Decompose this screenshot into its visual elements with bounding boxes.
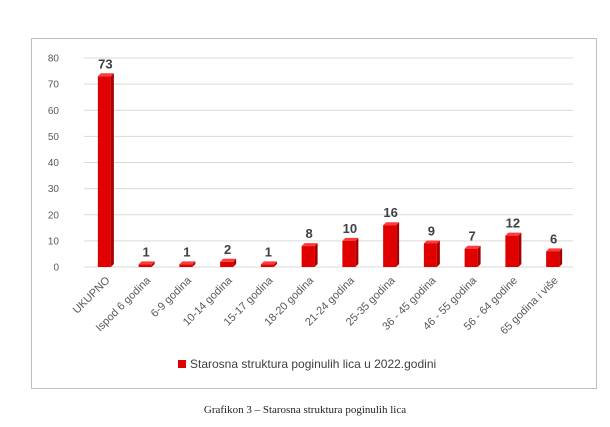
bar-top	[260, 261, 277, 265]
bar	[505, 235, 519, 267]
bar-side	[192, 261, 196, 267]
y-tick-label: 70	[48, 80, 60, 91]
bar	[301, 246, 315, 267]
data-label: 1	[183, 244, 190, 259]
legend-label: Starosna struktura poginulih lica u 2022…	[190, 357, 436, 371]
x-tick-label: UKUPNO	[71, 274, 113, 316]
data-label: 1	[143, 244, 150, 259]
bar	[220, 261, 234, 267]
data-label: 1	[265, 244, 272, 259]
bar-side	[518, 232, 522, 267]
bar-top	[138, 261, 155, 265]
data-label: 12	[506, 216, 520, 231]
bar-top	[464, 245, 481, 249]
data-label: 6	[550, 231, 557, 246]
bar	[464, 248, 478, 267]
bar-top	[505, 232, 522, 236]
y-tick-label: 10	[48, 236, 60, 247]
bar	[138, 264, 152, 267]
data-label: 7	[469, 229, 476, 244]
data-label: 73	[98, 56, 112, 71]
bar-side	[355, 237, 359, 267]
data-label: 10	[343, 221, 357, 236]
data-label: 16	[383, 205, 397, 220]
bar-top	[301, 243, 318, 247]
data-label: 2	[224, 242, 231, 257]
bar-side	[273, 261, 277, 267]
bar-side	[396, 222, 400, 267]
bar	[342, 240, 356, 267]
bar-side	[233, 258, 237, 267]
figure-caption: Grafikon 3 – Starosna struktura poginuli…	[203, 404, 407, 416]
bar-top	[383, 222, 400, 226]
y-tick-label: 80	[48, 54, 60, 65]
y-tick-label: 50	[48, 132, 60, 143]
bar	[383, 225, 397, 267]
y-tick-label: 60	[48, 106, 60, 117]
bar-top	[97, 73, 114, 77]
data-label: 9	[428, 223, 435, 238]
bar	[179, 264, 193, 267]
y-tick-label: 30	[48, 184, 60, 195]
bar-side	[436, 240, 440, 267]
bar	[260, 264, 274, 267]
bar	[546, 251, 560, 267]
bar-side	[314, 243, 318, 267]
bar-side	[559, 248, 563, 267]
y-tick-label: 40	[48, 158, 60, 169]
bar-top	[179, 261, 196, 265]
bar	[423, 243, 437, 267]
data-label: 8	[306, 226, 313, 241]
bar-side	[477, 245, 481, 267]
bar-top	[342, 237, 359, 241]
y-tick-label: 20	[48, 210, 60, 221]
bar-top	[220, 258, 237, 262]
chart-frame: 0 10 20 30 40 50 60 70 80 73 UKUPNO 1 Ispod 6 godina…	[31, 38, 597, 389]
bar-top	[423, 240, 440, 244]
bar-side	[151, 261, 155, 267]
y-tick-label: 0	[53, 263, 59, 274]
bar-side	[110, 73, 114, 267]
legend-swatch	[178, 360, 186, 368]
bar	[97, 76, 111, 267]
bar-top	[546, 248, 563, 252]
